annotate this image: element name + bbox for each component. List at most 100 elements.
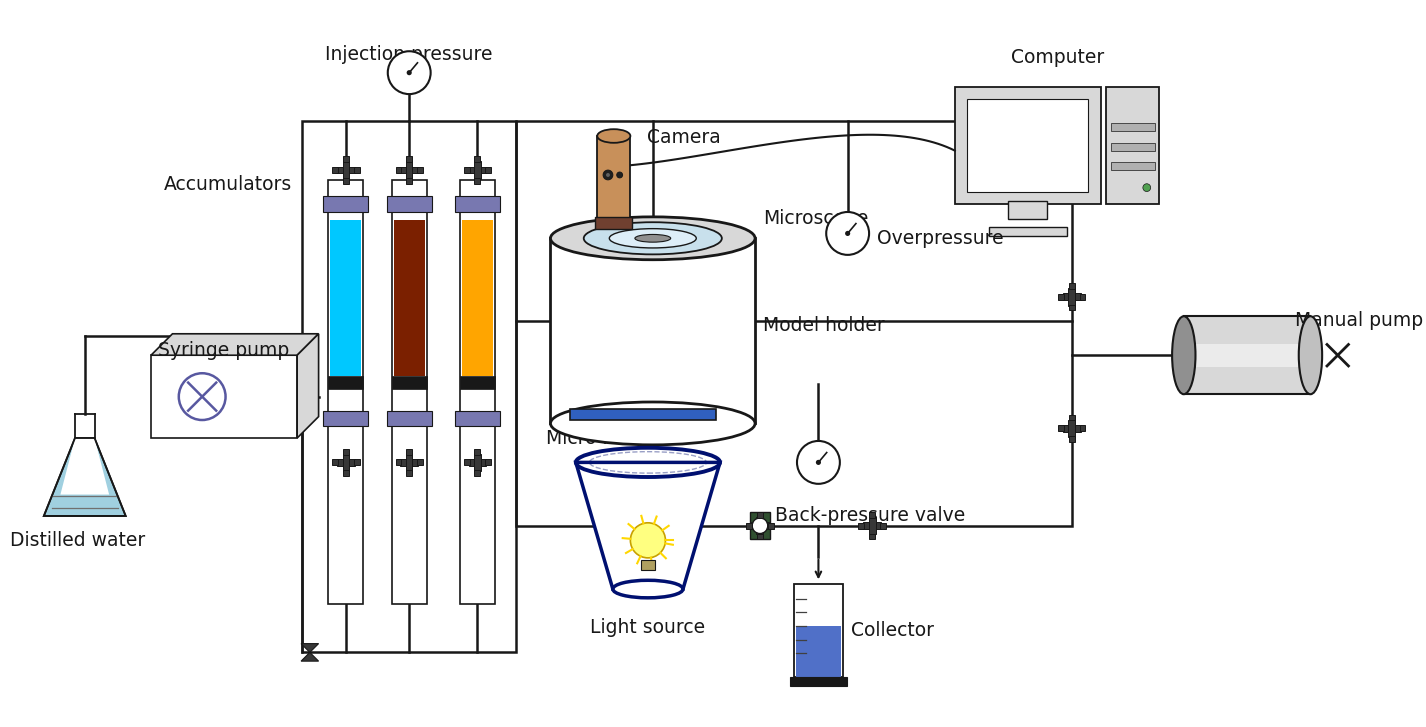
Bar: [324, 196, 368, 212]
Bar: [392, 376, 426, 390]
Bar: [756, 517, 763, 534]
Bar: [767, 523, 774, 529]
Bar: [401, 167, 418, 173]
Bar: [416, 167, 424, 173]
Bar: [302, 121, 516, 652]
Text: Back-pressure valve: Back-pressure valve: [774, 507, 965, 526]
Bar: [406, 156, 412, 162]
Text: Injection pressure: Injection pressure: [325, 45, 493, 65]
Text: Microscope: Microscope: [763, 209, 868, 228]
Bar: [1111, 142, 1155, 150]
Text: Model holder: Model holder: [763, 316, 884, 335]
Bar: [757, 512, 763, 518]
Bar: [1184, 316, 1310, 394]
Bar: [392, 180, 426, 603]
Bar: [1111, 162, 1155, 170]
Circle shape: [797, 441, 840, 484]
Bar: [595, 217, 632, 228]
Bar: [746, 523, 752, 529]
Bar: [469, 459, 486, 465]
Bar: [406, 449, 412, 454]
Ellipse shape: [635, 234, 670, 242]
Bar: [344, 470, 349, 476]
Bar: [463, 167, 469, 173]
Bar: [395, 167, 401, 173]
Text: Collector: Collector: [850, 621, 934, 640]
Circle shape: [606, 173, 610, 177]
Bar: [868, 512, 876, 518]
Bar: [463, 459, 469, 465]
Ellipse shape: [613, 580, 683, 598]
Text: Camera: Camera: [647, 128, 720, 147]
Ellipse shape: [1172, 316, 1195, 394]
Bar: [344, 178, 349, 184]
Bar: [1068, 419, 1075, 437]
Bar: [1079, 294, 1085, 300]
Polygon shape: [151, 334, 318, 356]
Bar: [642, 560, 655, 569]
Bar: [394, 220, 425, 376]
Bar: [332, 459, 338, 465]
Bar: [406, 161, 412, 179]
Ellipse shape: [609, 229, 696, 248]
Circle shape: [1142, 184, 1151, 191]
Bar: [1105, 87, 1159, 204]
Text: Micro model: Micro model: [546, 428, 660, 448]
Bar: [406, 178, 412, 184]
Ellipse shape: [1299, 316, 1322, 394]
Bar: [988, 227, 1067, 236]
Bar: [1111, 124, 1155, 131]
Bar: [597, 136, 630, 219]
Polygon shape: [576, 462, 720, 589]
Bar: [342, 161, 349, 179]
Bar: [1184, 344, 1310, 367]
Bar: [1070, 283, 1075, 289]
Text: Manual pump: Manual pump: [1295, 311, 1423, 330]
Bar: [1070, 305, 1075, 310]
Circle shape: [816, 459, 821, 465]
Text: Accumulators: Accumulators: [164, 175, 292, 194]
Bar: [475, 161, 481, 179]
Bar: [880, 523, 886, 529]
Polygon shape: [44, 438, 125, 516]
Bar: [1062, 425, 1081, 432]
Bar: [1058, 294, 1064, 300]
Bar: [462, 220, 493, 376]
Text: Computer: Computer: [1011, 48, 1104, 68]
Bar: [324, 411, 368, 426]
Bar: [328, 180, 364, 603]
Bar: [342, 454, 349, 471]
Circle shape: [603, 170, 613, 180]
Bar: [386, 196, 432, 212]
Bar: [401, 459, 418, 465]
Bar: [416, 459, 424, 465]
Bar: [858, 523, 864, 529]
Bar: [395, 459, 401, 465]
Circle shape: [752, 518, 767, 534]
Bar: [955, 87, 1101, 204]
Bar: [1008, 201, 1047, 219]
Bar: [475, 454, 481, 471]
Bar: [485, 167, 491, 173]
Text: Syringe pump: Syringe pump: [158, 341, 289, 360]
Bar: [455, 411, 501, 426]
Text: Distilled water: Distilled water: [10, 531, 145, 550]
Bar: [485, 459, 491, 465]
Bar: [475, 156, 481, 162]
Bar: [796, 626, 841, 677]
Bar: [550, 238, 756, 423]
Bar: [750, 512, 770, 539]
Bar: [328, 376, 364, 390]
Circle shape: [846, 231, 850, 236]
Bar: [354, 459, 359, 465]
Bar: [337, 167, 355, 173]
Bar: [516, 121, 1072, 526]
Bar: [344, 156, 349, 162]
Polygon shape: [301, 643, 318, 652]
Text: Light source: Light source: [590, 618, 706, 638]
Ellipse shape: [550, 402, 756, 445]
Circle shape: [826, 212, 868, 255]
Circle shape: [406, 70, 412, 75]
Bar: [386, 411, 432, 426]
Polygon shape: [301, 652, 318, 661]
